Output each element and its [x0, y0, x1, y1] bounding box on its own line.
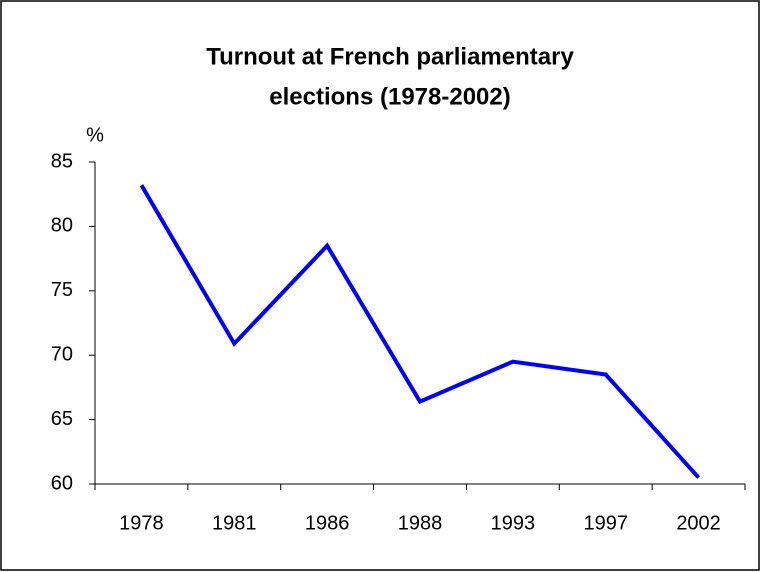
x-tick-label: 1978	[119, 512, 164, 534]
y-tick-label: 85	[51, 150, 73, 172]
y-tick-label: 60	[51, 472, 73, 494]
y-axis-label: %	[86, 124, 104, 146]
data-line	[139, 184, 701, 479]
chart-title: elections (1978-2002)	[269, 83, 510, 110]
x-tick-label: 1993	[491, 512, 536, 534]
x-tick-label: 2002	[676, 512, 721, 534]
y-tick-label: 75	[51, 279, 73, 301]
x-tick-label: 1986	[305, 512, 350, 534]
y-tick-label: 65	[51, 408, 73, 430]
x-tick-label: 1981	[212, 512, 257, 534]
y-tick-label: 80	[51, 215, 73, 237]
x-tick-label: 1988	[398, 512, 443, 534]
y-tick-label: 70	[51, 343, 73, 365]
chart-title: Turnout at French parliamentary	[206, 43, 574, 70]
x-tick-label: 1997	[583, 512, 628, 534]
